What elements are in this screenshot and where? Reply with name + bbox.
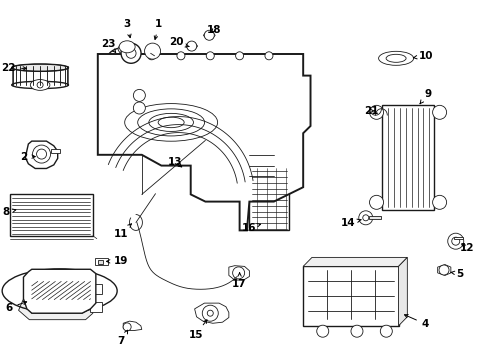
Circle shape [264,52,272,60]
Text: 2: 2 [20,152,35,162]
Circle shape [202,305,218,321]
Ellipse shape [12,64,68,71]
Circle shape [350,325,362,337]
Circle shape [316,325,328,337]
Circle shape [432,195,446,209]
Text: 22: 22 [1,63,26,73]
Text: 6: 6 [5,301,27,313]
Circle shape [37,149,46,159]
Bar [453,237,462,239]
Bar [303,266,398,326]
Polygon shape [19,299,93,320]
Circle shape [369,105,383,119]
Text: 8: 8 [2,207,16,217]
Polygon shape [303,257,407,266]
Circle shape [451,237,459,245]
Bar [90,284,102,294]
Circle shape [133,102,145,114]
Polygon shape [23,269,96,313]
Polygon shape [185,42,197,50]
Polygon shape [203,32,215,39]
Text: 18: 18 [206,24,221,35]
Text: 15: 15 [188,320,206,340]
Bar [249,166,289,230]
Text: 9: 9 [419,89,430,104]
Polygon shape [194,303,228,323]
Circle shape [105,48,137,80]
Text: 10: 10 [412,51,433,61]
Circle shape [380,325,391,337]
Text: 7: 7 [117,330,127,346]
Circle shape [362,215,368,221]
Text: 17: 17 [232,273,246,289]
Circle shape [112,55,130,73]
Polygon shape [98,54,310,230]
Ellipse shape [12,81,68,89]
Polygon shape [25,141,58,168]
Polygon shape [437,265,450,275]
Ellipse shape [30,80,50,90]
Circle shape [144,43,160,59]
Text: 23: 23 [101,39,116,53]
Text: 21: 21 [364,106,378,116]
Bar [90,302,102,312]
Text: 20: 20 [168,37,188,48]
Circle shape [207,310,213,316]
Circle shape [123,323,131,331]
Text: 11: 11 [114,224,131,239]
Circle shape [117,60,125,68]
Ellipse shape [34,281,85,301]
Circle shape [204,30,214,40]
Circle shape [432,105,446,119]
Circle shape [147,52,155,60]
Circle shape [235,52,243,60]
Circle shape [447,233,463,249]
Text: 13: 13 [167,157,182,167]
Circle shape [177,52,184,60]
Text: 16: 16 [242,222,260,233]
Circle shape [33,145,50,163]
Circle shape [358,211,372,225]
Ellipse shape [118,43,136,55]
Text: 4: 4 [404,315,428,329]
Text: 1: 1 [154,19,162,40]
Polygon shape [123,321,142,330]
Bar [368,216,381,219]
Text: 5: 5 [449,269,462,279]
Ellipse shape [378,51,413,65]
Text: 14: 14 [340,218,360,228]
Polygon shape [228,266,249,280]
Bar [382,105,433,210]
Circle shape [37,82,43,88]
Bar [51,149,60,153]
Bar [10,194,93,236]
Polygon shape [398,257,407,326]
Text: 3: 3 [123,19,131,38]
Circle shape [369,195,383,209]
Circle shape [186,41,196,51]
Bar [95,258,107,265]
Circle shape [133,89,145,102]
Circle shape [206,52,214,60]
Bar [98,260,102,264]
Ellipse shape [386,54,405,62]
Circle shape [438,265,448,275]
Text: 19: 19 [106,256,128,266]
Circle shape [121,43,141,63]
Ellipse shape [119,41,135,53]
Circle shape [126,48,136,58]
Text: 12: 12 [459,243,473,253]
Circle shape [232,267,244,279]
